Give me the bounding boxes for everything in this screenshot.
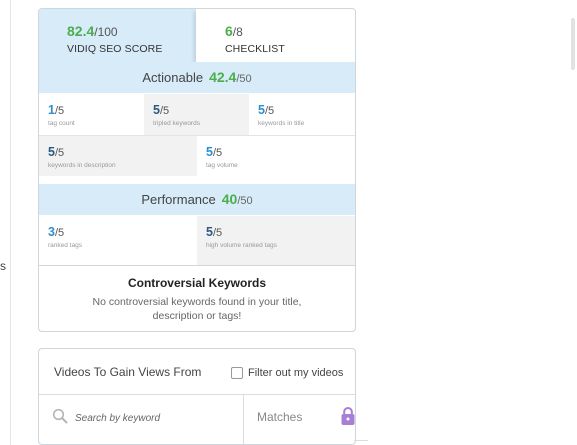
metric-label: ranked tags [48,242,82,249]
actionable-max: /50 [236,73,252,85]
bottom-divider [354,440,368,441]
tab-checklist[interactable]: 6/8 CHECKLIST [196,9,355,62]
controversial-title: Controversial Keywords [127,276,267,290]
row-divider [39,135,355,136]
metric-value: 5 [206,225,213,239]
seo-score-value: 82.4 [67,23,95,39]
performance-header: Performance 40/50 [39,184,355,215]
tab-seo-score[interactable]: 82.4/100 VIDIQ SEO SCORE [39,9,196,62]
metric-label: tripled keywords [153,120,200,127]
metric-keywords-in-title: 5/5 keywords in title [249,94,355,135]
scrollbar-thumb[interactable] [571,18,575,70]
metric-label: high volume ranked tags [206,242,277,249]
actionable-score: 42.4 [209,69,237,85]
metric-tag-count: 1/5 tag count [39,94,144,135]
search-icon [52,408,68,424]
filter-own-videos[interactable]: Filter out my videos [231,367,343,379]
metric-label: keywords in description [48,162,116,169]
metric-value: 3 [48,225,55,239]
metric-tripled-keywords: 5/5 tripled keywords [144,94,249,135]
checklist-max: /8 [232,25,243,39]
videos-panel: Videos To Gain Views From Filter out my … [38,348,356,445]
matches-label[interactable]: Matches [257,410,303,424]
seo-score-label: VIDIQ SEO SCORE [67,43,163,55]
metric-tag-volume: 5/5 tag volume [197,136,355,176]
search-input[interactable] [75,409,225,427]
lock-icon[interactable] [341,406,355,426]
controversial-keywords: Controversial Keywords No controversial … [39,265,355,331]
performance-score: 40 [221,191,238,207]
controversial-description: No controversial keywords found in your … [92,296,302,322]
actionable-title: Actionable [142,70,204,85]
search-box [39,395,243,444]
seo-score-panel: 82.4/100 VIDIQ SEO SCORE 6/8 CHECKLIST A… [38,8,356,332]
metric-value: 5 [153,103,160,117]
metric-ranked-tags: 3/5 ranked tags [39,216,197,265]
score-tabs: 82.4/100 VIDIQ SEO SCORE 6/8 CHECKLIST [39,9,355,62]
metric-label: tag volume [206,162,238,169]
metric-label: tag count [48,120,75,127]
metric-max: /5 [54,147,65,159]
performance-max: /50 [237,195,253,207]
metric-max: /5 [212,147,223,159]
metric-max: /5 [264,105,275,117]
metric-max: /5 [159,105,170,117]
metric-value: 5 [48,145,55,159]
filter-checkbox[interactable] [231,367,243,379]
filter-label: Filter out my videos [248,367,344,379]
metric-max: /5 [54,227,65,239]
metric-value: 5 [206,145,213,159]
videos-title: Videos To Gain Views From [54,365,202,379]
search-divider [243,395,244,444]
left-divider [10,0,11,445]
metric-value: 1 [48,103,55,117]
metric-high-volume-ranked-tags: 5/5 high volume ranked tags [197,216,355,265]
checklist-value: 6 [225,23,233,39]
actionable-header: Actionable 42.4/50 [39,62,355,93]
metric-keywords-in-description: 5/5 keywords in description [39,136,197,176]
seo-score-max: /100 [94,25,118,39]
metric-max: /5 [212,227,223,239]
checklist-label: CHECKLIST [225,43,285,55]
metric-value: 5 [258,103,265,117]
performance-title: Performance [141,192,216,207]
metric-label: keywords in title [258,120,305,127]
clipped-left-text: s [0,259,6,273]
videos-divider [39,394,355,395]
metric-max: /5 [54,105,65,117]
